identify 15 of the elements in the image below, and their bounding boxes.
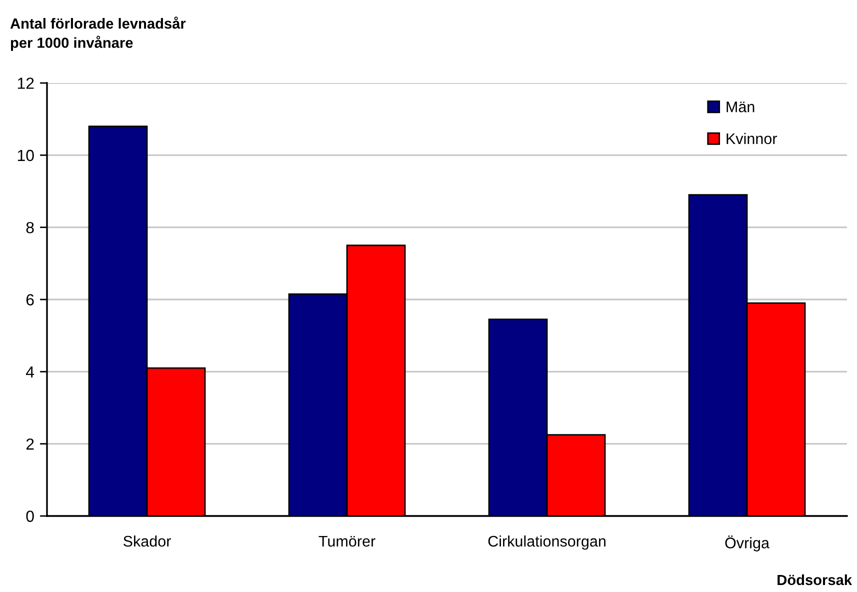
y-tick-label: 8: [26, 222, 34, 234]
x-tick-label: Skador: [123, 535, 171, 547]
x-axis-title: Dödsorsak: [778, 574, 852, 586]
y-tick-label: 2: [26, 438, 34, 450]
legend-label: Män: [726, 102, 754, 112]
x-tick-label: Cirkulationsorgan: [488, 535, 606, 550]
x-tick-label: Tumörer: [318, 536, 376, 547]
x-tick-label: Övriga: [725, 535, 770, 552]
legend-label: Kvinnor: [726, 132, 777, 144]
y-tick-label: 6: [26, 294, 34, 306]
y-tick-label: 12: [18, 78, 34, 89]
y-tick-label: 10: [18, 150, 34, 162]
y-axis-title: Antal förlorade levnadsår per 1000 invånare: [10, 16, 186, 51]
y-tick-label: 0: [26, 510, 34, 522]
y-tick-label: 4: [26, 366, 34, 378]
